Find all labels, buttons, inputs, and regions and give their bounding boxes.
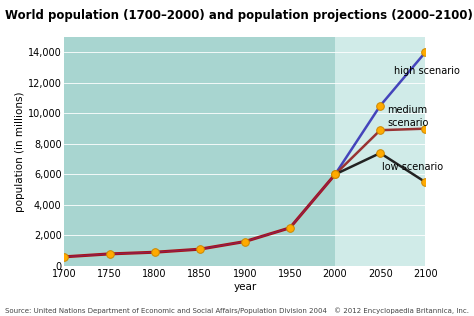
Text: Source: United Nations Department of Economic and Social Affairs/Population Divi: Source: United Nations Department of Eco… — [5, 308, 327, 314]
Text: low scenario: low scenario — [382, 162, 443, 172]
Text: World population (1700–2000) and population projections (2000–2100): World population (1700–2000) and populat… — [5, 9, 473, 22]
Text: medium
scenario: medium scenario — [387, 105, 429, 128]
X-axis label: year: year — [233, 282, 256, 292]
Bar — [335, 37, 425, 266]
Y-axis label: population (in millions): population (in millions) — [15, 91, 25, 212]
Text: © 2012 Encyclopaedia Britannica, Inc.: © 2012 Encyclopaedia Britannica, Inc. — [334, 308, 469, 314]
Text: high scenario: high scenario — [394, 66, 460, 76]
